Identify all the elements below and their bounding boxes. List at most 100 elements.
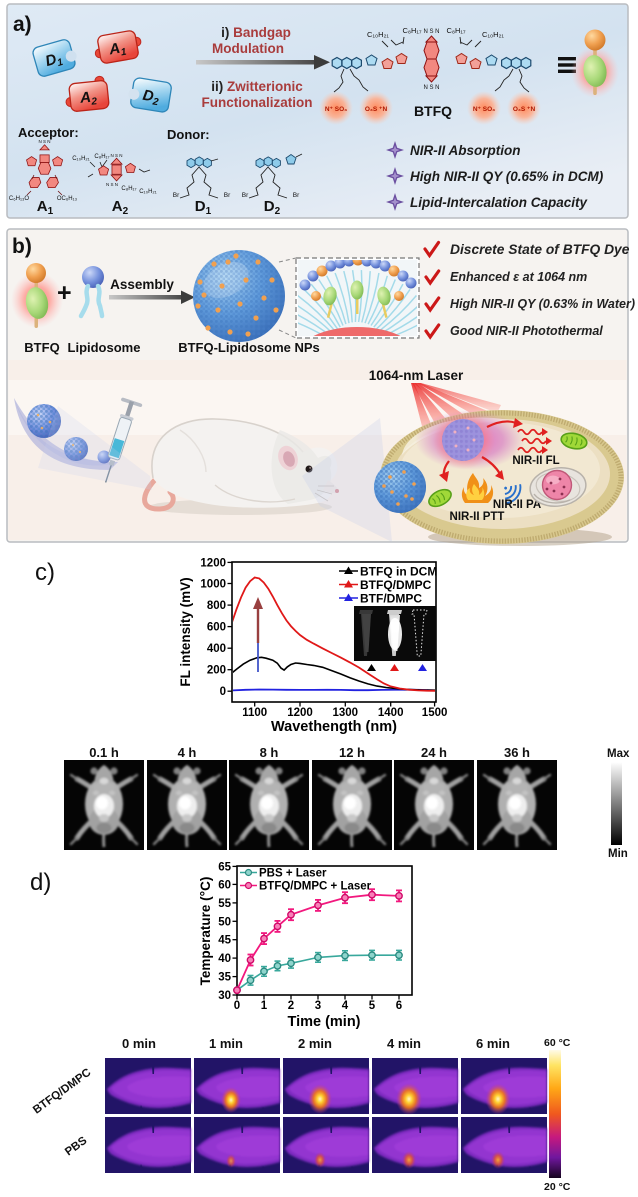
svg-text:C₈H₁₇: C₈H₁₇ <box>94 154 109 160</box>
svg-text:PBS: PBS <box>63 1135 89 1159</box>
svg-text:BTFQ/DMPC + Laser: BTFQ/DMPC + Laser <box>259 881 372 893</box>
svg-text:2 min: 2 min <box>298 1036 332 1051</box>
svg-text:N S N: N S N <box>106 182 118 187</box>
svg-text:6 min: 6 min <box>476 1036 510 1051</box>
svg-text:36 h: 36 h <box>504 745 530 760</box>
svg-text:Br: Br <box>293 192 300 199</box>
svg-text:N S N: N S N <box>423 29 439 35</box>
svg-text:1200: 1200 <box>287 707 313 719</box>
svg-text:Discrete State of BTFQ Dye: Discrete State of BTFQ Dye <box>450 242 630 257</box>
svg-text:4 min: 4 min <box>387 1036 421 1051</box>
svg-text:BTFQ-Lipidosome NPs: BTFQ-Lipidosome NPs <box>178 340 320 355</box>
svg-text:Modulation: Modulation <box>212 41 284 56</box>
svg-text:Min: Min <box>608 848 628 860</box>
svg-text:1000: 1000 <box>200 579 226 591</box>
svg-text:60 °C: 60 °C <box>544 1037 571 1049</box>
svg-text:ii) Zwitterionic: ii) Zwitterionic <box>211 79 303 94</box>
svg-text:N S N: N S N <box>423 85 439 91</box>
svg-text:Donor:: Donor: <box>167 127 210 142</box>
svg-text:b): b) <box>12 235 32 258</box>
svg-text:NIR-II Absorption: NIR-II Absorption <box>410 143 521 158</box>
svg-text:Good NIR-II Photothermal: Good NIR-II Photothermal <box>450 324 603 338</box>
svg-text:600: 600 <box>207 622 226 634</box>
svg-text:O₃S ⁺N: O₃S ⁺N <box>513 106 536 113</box>
svg-text:FL intensity (mV): FL intensity (mV) <box>178 577 193 686</box>
svg-text:Br: Br <box>173 192 180 199</box>
svg-text:N S N: N S N <box>38 139 50 144</box>
svg-text:1200: 1200 <box>200 557 226 569</box>
svg-text:Enhanced ε at 1064 nm: Enhanced ε at 1064 nm <box>450 270 587 284</box>
svg-text:Acceptor:: Acceptor: <box>18 125 79 140</box>
svg-text:Br: Br <box>242 192 249 199</box>
svg-text:C₈H₁₇: C₈H₁₇ <box>446 26 465 35</box>
svg-text:3: 3 <box>315 1000 321 1012</box>
svg-text:24 h: 24 h <box>421 745 447 760</box>
svg-text:0: 0 <box>234 1000 240 1012</box>
svg-text:+: + <box>57 279 72 307</box>
svg-text:d): d) <box>30 869 51 896</box>
svg-text:12 h: 12 h <box>339 745 365 760</box>
svg-text:20 °C: 20 °C <box>544 1181 571 1193</box>
svg-text:C₆H₁₃O: C₆H₁₃O <box>9 196 30 202</box>
svg-text:1 min: 1 min <box>209 1036 243 1051</box>
svg-text:BTFQ/DMPC: BTFQ/DMPC <box>31 1067 93 1117</box>
svg-text:NIR-II PA: NIR-II PA <box>493 499 541 511</box>
svg-text:0 min: 0 min <box>122 1036 156 1051</box>
svg-text:1064-nm Laser: 1064-nm Laser <box>369 368 464 383</box>
svg-text:NIR-II FL: NIR-II FL <box>512 455 559 467</box>
svg-text:PBS + Laser: PBS + Laser <box>259 868 327 880</box>
svg-text:N S N: N S N <box>110 153 122 158</box>
svg-text:400: 400 <box>207 643 226 655</box>
svg-text:Lipidosome: Lipidosome <box>68 340 141 355</box>
svg-text:C₁₀H₂₁: C₁₀H₂₁ <box>482 30 504 39</box>
svg-text:0: 0 <box>220 686 226 698</box>
svg-text:2: 2 <box>288 1000 294 1012</box>
svg-text:Wavethength (nm): Wavethength (nm) <box>271 719 397 735</box>
svg-text:BTFQ/DMPC: BTFQ/DMPC <box>360 578 432 592</box>
svg-text:45: 45 <box>218 935 231 947</box>
svg-text:N⁺ SO₃: N⁺ SO₃ <box>325 106 347 113</box>
svg-text:NIR-II PTT: NIR-II PTT <box>450 511 505 523</box>
svg-text:Max: Max <box>607 748 630 760</box>
svg-text:Functionalization: Functionalization <box>202 95 313 110</box>
svg-text:C₁₀H₂₁: C₁₀H₂₁ <box>72 156 90 162</box>
svg-text:c): c) <box>35 559 55 586</box>
svg-text:50: 50 <box>218 916 231 928</box>
svg-text:N⁺ SO₃: N⁺ SO₃ <box>473 106 495 113</box>
svg-text:800: 800 <box>207 600 226 612</box>
svg-text:5: 5 <box>369 1000 376 1012</box>
svg-text:Lipid-Intercalation Capacity: Lipid-Intercalation Capacity <box>410 195 589 210</box>
svg-text:C₈H₁₇: C₈H₁₇ <box>402 26 421 35</box>
svg-text:i) Bandgap: i) Bandgap <box>221 25 291 40</box>
svg-text:1100: 1100 <box>242 707 267 719</box>
svg-text:C₈H₁₇: C₈H₁₇ <box>121 186 136 192</box>
svg-text:Temperature (°C): Temperature (°C) <box>198 877 213 986</box>
svg-text:8 h: 8 h <box>260 745 279 760</box>
svg-text:BTF/DMPC: BTF/DMPC <box>360 592 422 606</box>
svg-text:a): a) <box>13 13 32 36</box>
svg-text:30: 30 <box>218 990 231 1002</box>
svg-text:1: 1 <box>261 1000 268 1012</box>
svg-text:Assembly: Assembly <box>110 277 174 292</box>
svg-text:6: 6 <box>396 1000 402 1012</box>
svg-text:C₁₀H₂₁: C₁₀H₂₁ <box>367 30 389 39</box>
svg-text:40: 40 <box>218 953 231 965</box>
svg-text:200: 200 <box>207 665 226 677</box>
svg-text:1500: 1500 <box>422 707 448 719</box>
svg-text:BTFQ: BTFQ <box>24 340 59 355</box>
svg-text:4 h: 4 h <box>178 745 197 760</box>
svg-text:OC₆H₁₃: OC₆H₁₃ <box>57 196 78 202</box>
svg-text:4: 4 <box>342 1000 349 1012</box>
svg-text:55: 55 <box>218 898 231 910</box>
svg-text:65: 65 <box>218 861 231 873</box>
svg-text:0.1 h: 0.1 h <box>89 745 119 760</box>
svg-text:Time (min): Time (min) <box>287 1014 360 1030</box>
svg-text:C₁₀H₂₁: C₁₀H₂₁ <box>139 189 157 195</box>
svg-text:BTFQ: BTFQ <box>414 103 452 119</box>
svg-text:1300: 1300 <box>333 707 359 719</box>
svg-text:O₃S ⁺N: O₃S ⁺N <box>365 106 388 113</box>
svg-text:High NIR-II QY (0.65% in DCM): High NIR-II QY (0.65% in DCM) <box>410 169 604 184</box>
svg-text:35: 35 <box>218 972 231 984</box>
svg-text:60: 60 <box>218 879 231 891</box>
svg-text:1400: 1400 <box>378 707 404 719</box>
